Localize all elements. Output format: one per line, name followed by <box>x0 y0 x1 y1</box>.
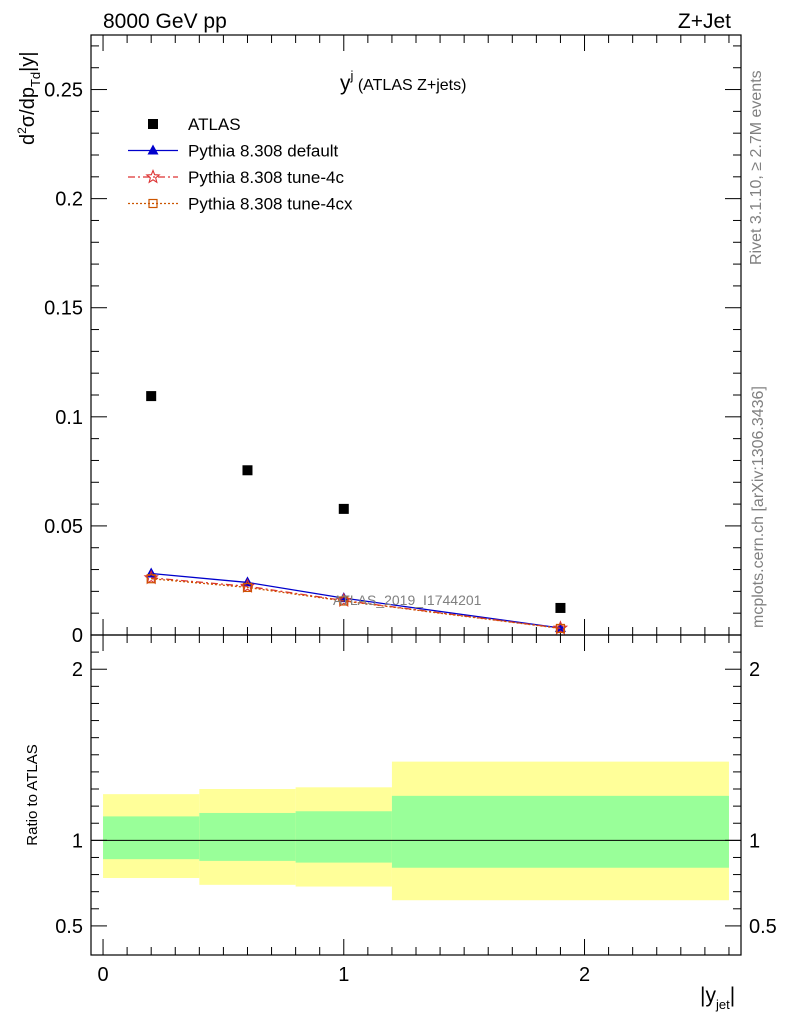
ratio-y-tick-label-right: 0.5 <box>749 916 777 938</box>
main-y-tick-label: 0.1 <box>55 407 83 429</box>
x-axis-label: |yjet| <box>700 984 735 1012</box>
data-point-pythia-8-308-tune-4c <box>336 592 352 608</box>
energy-label: 8000 GeV pp <box>103 10 227 33</box>
main-series <box>143 391 569 635</box>
ratio-bands <box>103 761 729 901</box>
axis-ticks: 0 0.05 0.1 0.15 0.2 0.25 0 1 2 0.5 0.5 1 1 2 2 <box>44 35 777 986</box>
ratio-y-tick-label-right: 1 <box>749 830 760 852</box>
ratio-y-tick-label: 1 <box>72 830 83 852</box>
main-y-tick-label: 0.2 <box>55 189 83 211</box>
data-point-pythia-8-308-tune-4cx <box>146 574 156 584</box>
analysis-watermark: ATLAS_2019_I1744201 <box>333 592 482 608</box>
rivet-label: Rivet 3.1.10, ≥ 2.7M events <box>748 70 765 265</box>
legend-marker-atlas <box>148 119 158 129</box>
data-point-atlas <box>555 602 566 613</box>
data-point-pythia-8-308-tune-4c <box>552 620 569 635</box>
main-y-tick-label: 0.05 <box>44 516 83 538</box>
process-label: Z+Jet <box>678 10 731 33</box>
data-point-pythia-8-308-tune-4c <box>143 569 159 585</box>
ratio-y-axis-label: Ratio to ATLAS <box>24 744 41 845</box>
ratio-y-tick-label: 0.5 <box>55 916 83 938</box>
data-point-atlas <box>338 503 349 514</box>
data-point-pythia-8-308-tune-4cx <box>339 596 349 606</box>
plot-title: yj (ATLAS Z+jets) <box>340 68 466 95</box>
data-point-atlas <box>146 391 157 402</box>
stat-uncertainty-band-3 <box>391 795 729 868</box>
series-line-pythia-8-308-tune-4c <box>151 577 561 629</box>
legend-label-atlas: ATLAS <box>188 115 241 134</box>
data-point-atlas <box>242 465 253 476</box>
ratio-y-tick-label: 2 <box>72 659 83 681</box>
main-y-tick-label: 0.15 <box>44 298 83 320</box>
legend-label-pythia-8-308-tune-4cx: Pythia 8.308 tune-4cx <box>188 195 353 214</box>
data-point-pythia-8-308-tune-4cx <box>555 623 566 634</box>
stat-uncertainty-band-0 <box>103 816 200 860</box>
legend-marker-pythia-8-308-tune-4cx <box>148 198 158 209</box>
legend-marker-pythia-8-308-tune-4c <box>145 168 161 184</box>
main-y-tick-label: 0.25 <box>44 80 83 102</box>
ratio-frame <box>90 634 742 956</box>
main-y-tick-label: 0 <box>72 625 83 647</box>
legend: ATLAS Pythia 8.308 default Pythia 8.308 tu… <box>128 115 353 214</box>
legend-label-pythia-8-308-default: Pythia 8.308 default <box>188 142 339 161</box>
data-point-pythia-8-308-tune-4c <box>239 578 256 593</box>
stat-uncertainty-band-1 <box>199 812 296 861</box>
ratio-y-tick-label-right: 2 <box>749 659 760 681</box>
legend-label-pythia-8-308-tune-4c: Pythia 8.308 tune-4c <box>188 168 344 187</box>
data-point-pythia-8-308-tune-4cx <box>242 582 253 593</box>
x-tick-label: 0 <box>97 964 108 986</box>
mcplots-label: mcplots.cern.ch [arXiv:1306.3436] <box>750 386 767 628</box>
stat-uncertainty-band-2 <box>295 811 392 863</box>
series-line-pythia-8-308-default <box>151 572 561 629</box>
x-tick-label: 2 <box>579 964 590 986</box>
series-line-pythia-8-308-tune-4cx <box>151 578 561 630</box>
legend-marker-pythia-8-308-default <box>147 144 159 155</box>
main-y-axis-label: d2σ/dpTd|y| <box>15 51 43 145</box>
x-tick-label: 1 <box>338 964 349 986</box>
